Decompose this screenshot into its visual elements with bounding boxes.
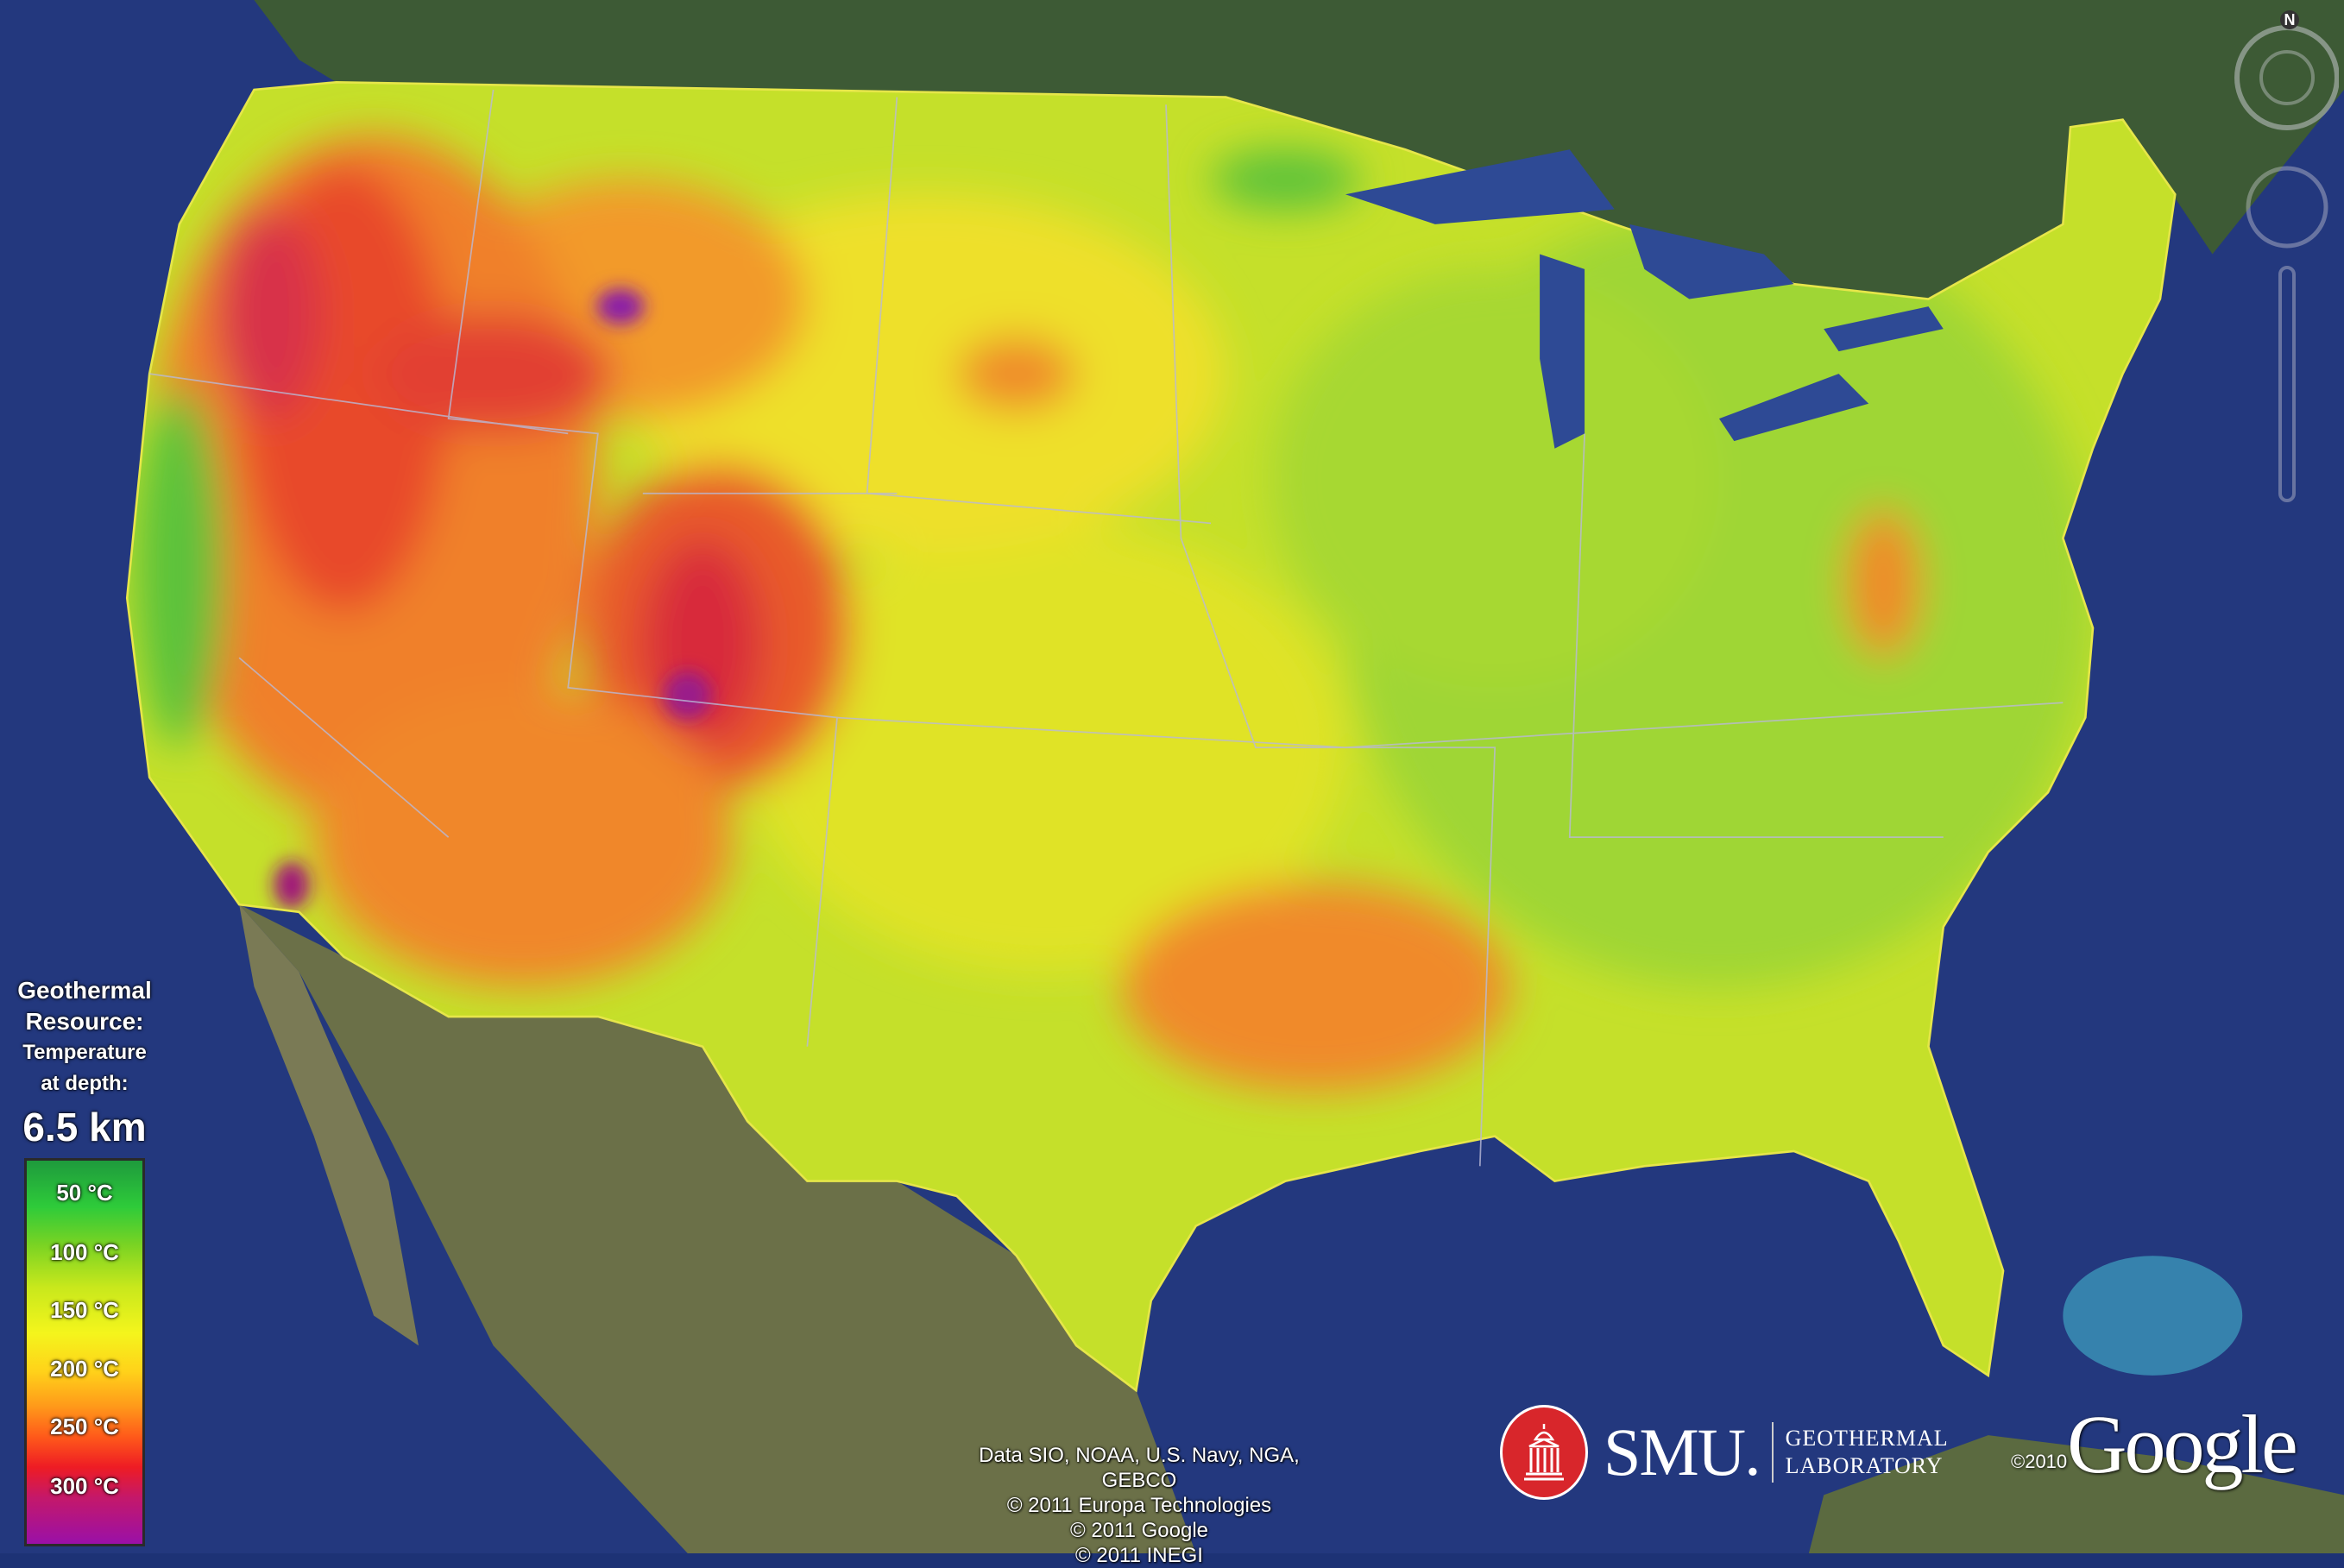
geothermal-laboratory-label: GEOTHERMAL LABORATORY xyxy=(1786,1425,1949,1480)
great-lakes xyxy=(1345,149,1944,449)
state-borders xyxy=(149,89,2064,1167)
bahamas-shallows xyxy=(2063,1256,2243,1376)
tick-150: 150 °C xyxy=(50,1297,119,1323)
logo-divider xyxy=(1771,1422,1774,1483)
attribution-line: © 2011 INEGI xyxy=(1075,1544,1203,1567)
attribution-line: Data SIO, NOAA, U.S. Navy, NGA, GEBCO xyxy=(979,1444,1300,1492)
lab-line-2: LABORATORY xyxy=(1785,1453,1944,1478)
google-copyright: ©2010 xyxy=(2011,1451,2068,1472)
smu-logo: SMU. GEOTHERMAL LABORATORY xyxy=(1500,1405,1949,1500)
tick-250: 250 °C xyxy=(50,1414,119,1439)
mexico-land xyxy=(239,904,1196,1553)
compass-north-label[interactable]: N xyxy=(2280,10,2299,29)
baja-land xyxy=(239,904,419,1346)
legend-subtitle-1: Temperature xyxy=(22,1041,147,1064)
legend-subtitle-2: at depth: xyxy=(41,1072,129,1095)
tick-300: 300 °C xyxy=(50,1473,119,1499)
legend: Geothermal Resource: Temperature at dept… xyxy=(7,975,162,1546)
google-logo: Google xyxy=(2067,1398,2298,1490)
tick-50: 50 °C xyxy=(56,1180,113,1206)
smu-dallas-hall-icon xyxy=(1500,1405,1588,1500)
tick-200: 200 °C xyxy=(50,1356,119,1382)
canada-land xyxy=(254,0,2344,299)
zoom-slider[interactable] xyxy=(2278,266,2296,502)
data-attribution: Data SIO, NOAA, U.S. Navy, NGA, GEBCO © … xyxy=(958,1443,1320,1568)
legend-title-2: Resource: xyxy=(25,1008,144,1035)
navigation-controls[interactable]: N xyxy=(2227,9,2340,509)
color-scale-bar: 50 °C 100 °C 150 °C 200 °C 250 °C 300 °C xyxy=(24,1158,145,1546)
move-joystick[interactable] xyxy=(2246,166,2328,249)
legend-title-1: Geothermal xyxy=(17,977,152,1004)
google-watermark: ©2010 Google xyxy=(2011,1396,2298,1492)
look-joystick[interactable] xyxy=(2259,50,2315,105)
legend-depth: 6.5 km xyxy=(22,1105,147,1149)
cuba-land xyxy=(1808,1435,2344,1553)
attribution-line: © 2011 Europa Technologies xyxy=(1006,1494,1272,1517)
compass-ring[interactable] xyxy=(2234,25,2340,130)
lab-line-1: GEOTHERMAL xyxy=(1785,1426,1949,1451)
tick-100: 100 °C xyxy=(50,1239,119,1265)
attribution-line: © 2011 Google xyxy=(1069,1519,1209,1542)
smu-name: SMU. xyxy=(1604,1414,1761,1489)
